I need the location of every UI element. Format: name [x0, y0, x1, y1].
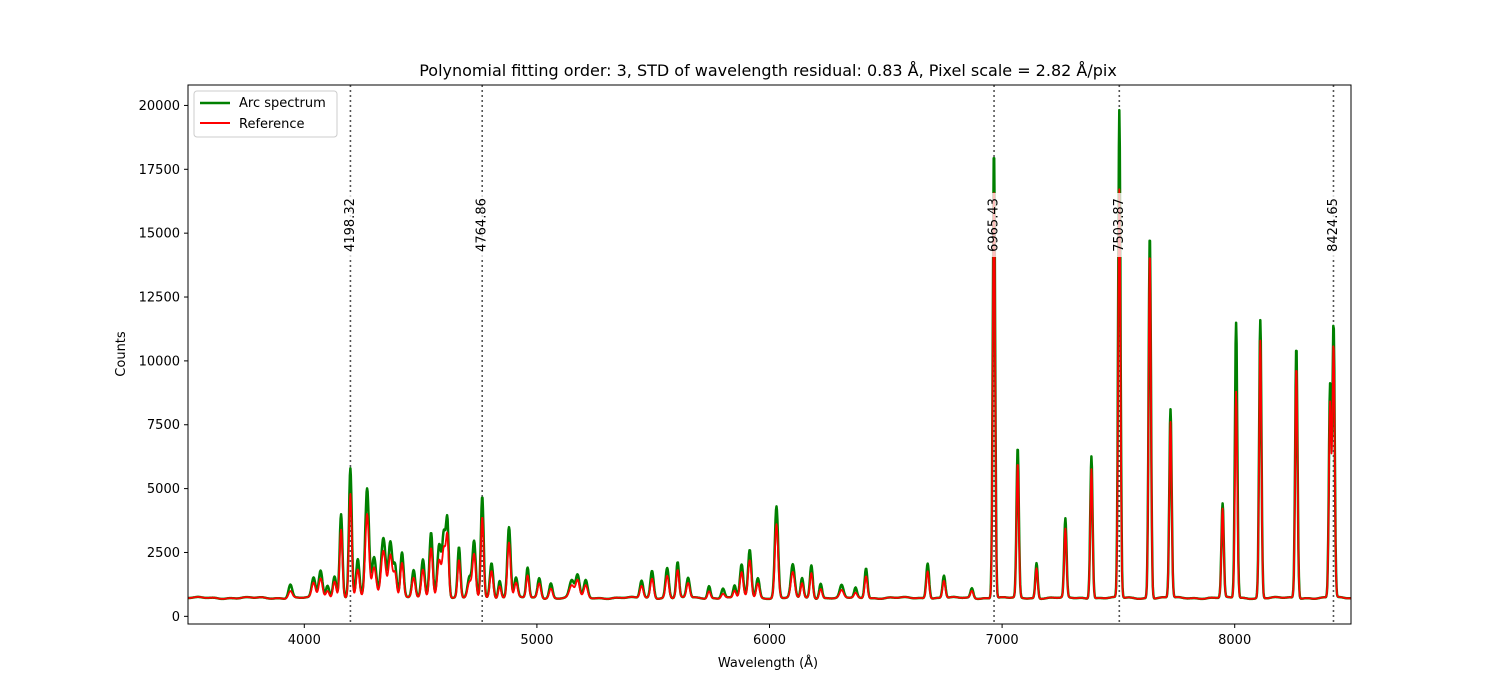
chart-title: Polynomial fitting order: 3, STD of wave…: [419, 61, 1117, 80]
y-tick-label: 5000: [147, 482, 180, 497]
identified-line-label-bg: [1325, 193, 1342, 257]
identified-line-label: 6965.43: [987, 198, 1002, 252]
legend-label-reference: Reference: [239, 117, 304, 132]
identified-line-label: 8424.65: [1326, 198, 1341, 252]
spectrum-series: [188, 108, 1351, 601]
y-tick-label: 7500: [147, 418, 180, 433]
y-tick-label: 17500: [139, 163, 180, 178]
identified-line-label: 4764.86: [475, 198, 490, 252]
y-axis: 0 2500 5000 7500 10000 12500 15000 17500 20000: [139, 99, 188, 625]
legend-label-arc-spectrum: Arc spectrum: [239, 96, 326, 111]
y-tick-label: 0: [172, 610, 180, 625]
identified-line-label: 4198.32: [343, 198, 358, 252]
y-tick-label: 12500: [139, 291, 180, 306]
y-tick-label: 20000: [139, 99, 180, 114]
identified-line-label-bg: [474, 193, 491, 257]
identified-line-labels: 4198.32 4764.86 6965.43 7503.87 8424.65: [342, 193, 1342, 257]
y-tick-label: 2500: [147, 546, 180, 561]
identified-line-label: 7503.87: [1112, 198, 1127, 252]
identified-line-label-bg: [1111, 193, 1128, 257]
y-tick-label: 10000: [139, 354, 180, 369]
y-tick-label: 15000: [139, 227, 180, 242]
x-axis-title: Wavelength (Å): [718, 655, 818, 671]
legend: Arc spectrum Reference: [193, 90, 338, 138]
identified-line-label-bg: [342, 193, 359, 257]
x-tick-label: 4000: [288, 633, 321, 648]
x-tick-label: 6000: [753, 633, 786, 648]
x-tick-label: 5000: [520, 633, 553, 648]
x-axis: 4000 5000 6000 7000 8000: [288, 624, 1251, 648]
identified-line-label-bg: [986, 193, 1003, 257]
x-tick-label: 8000: [1218, 633, 1251, 648]
x-tick-label: 7000: [986, 633, 1019, 648]
y-axis-title: Counts: [114, 331, 129, 377]
reference-line: [188, 188, 1351, 600]
